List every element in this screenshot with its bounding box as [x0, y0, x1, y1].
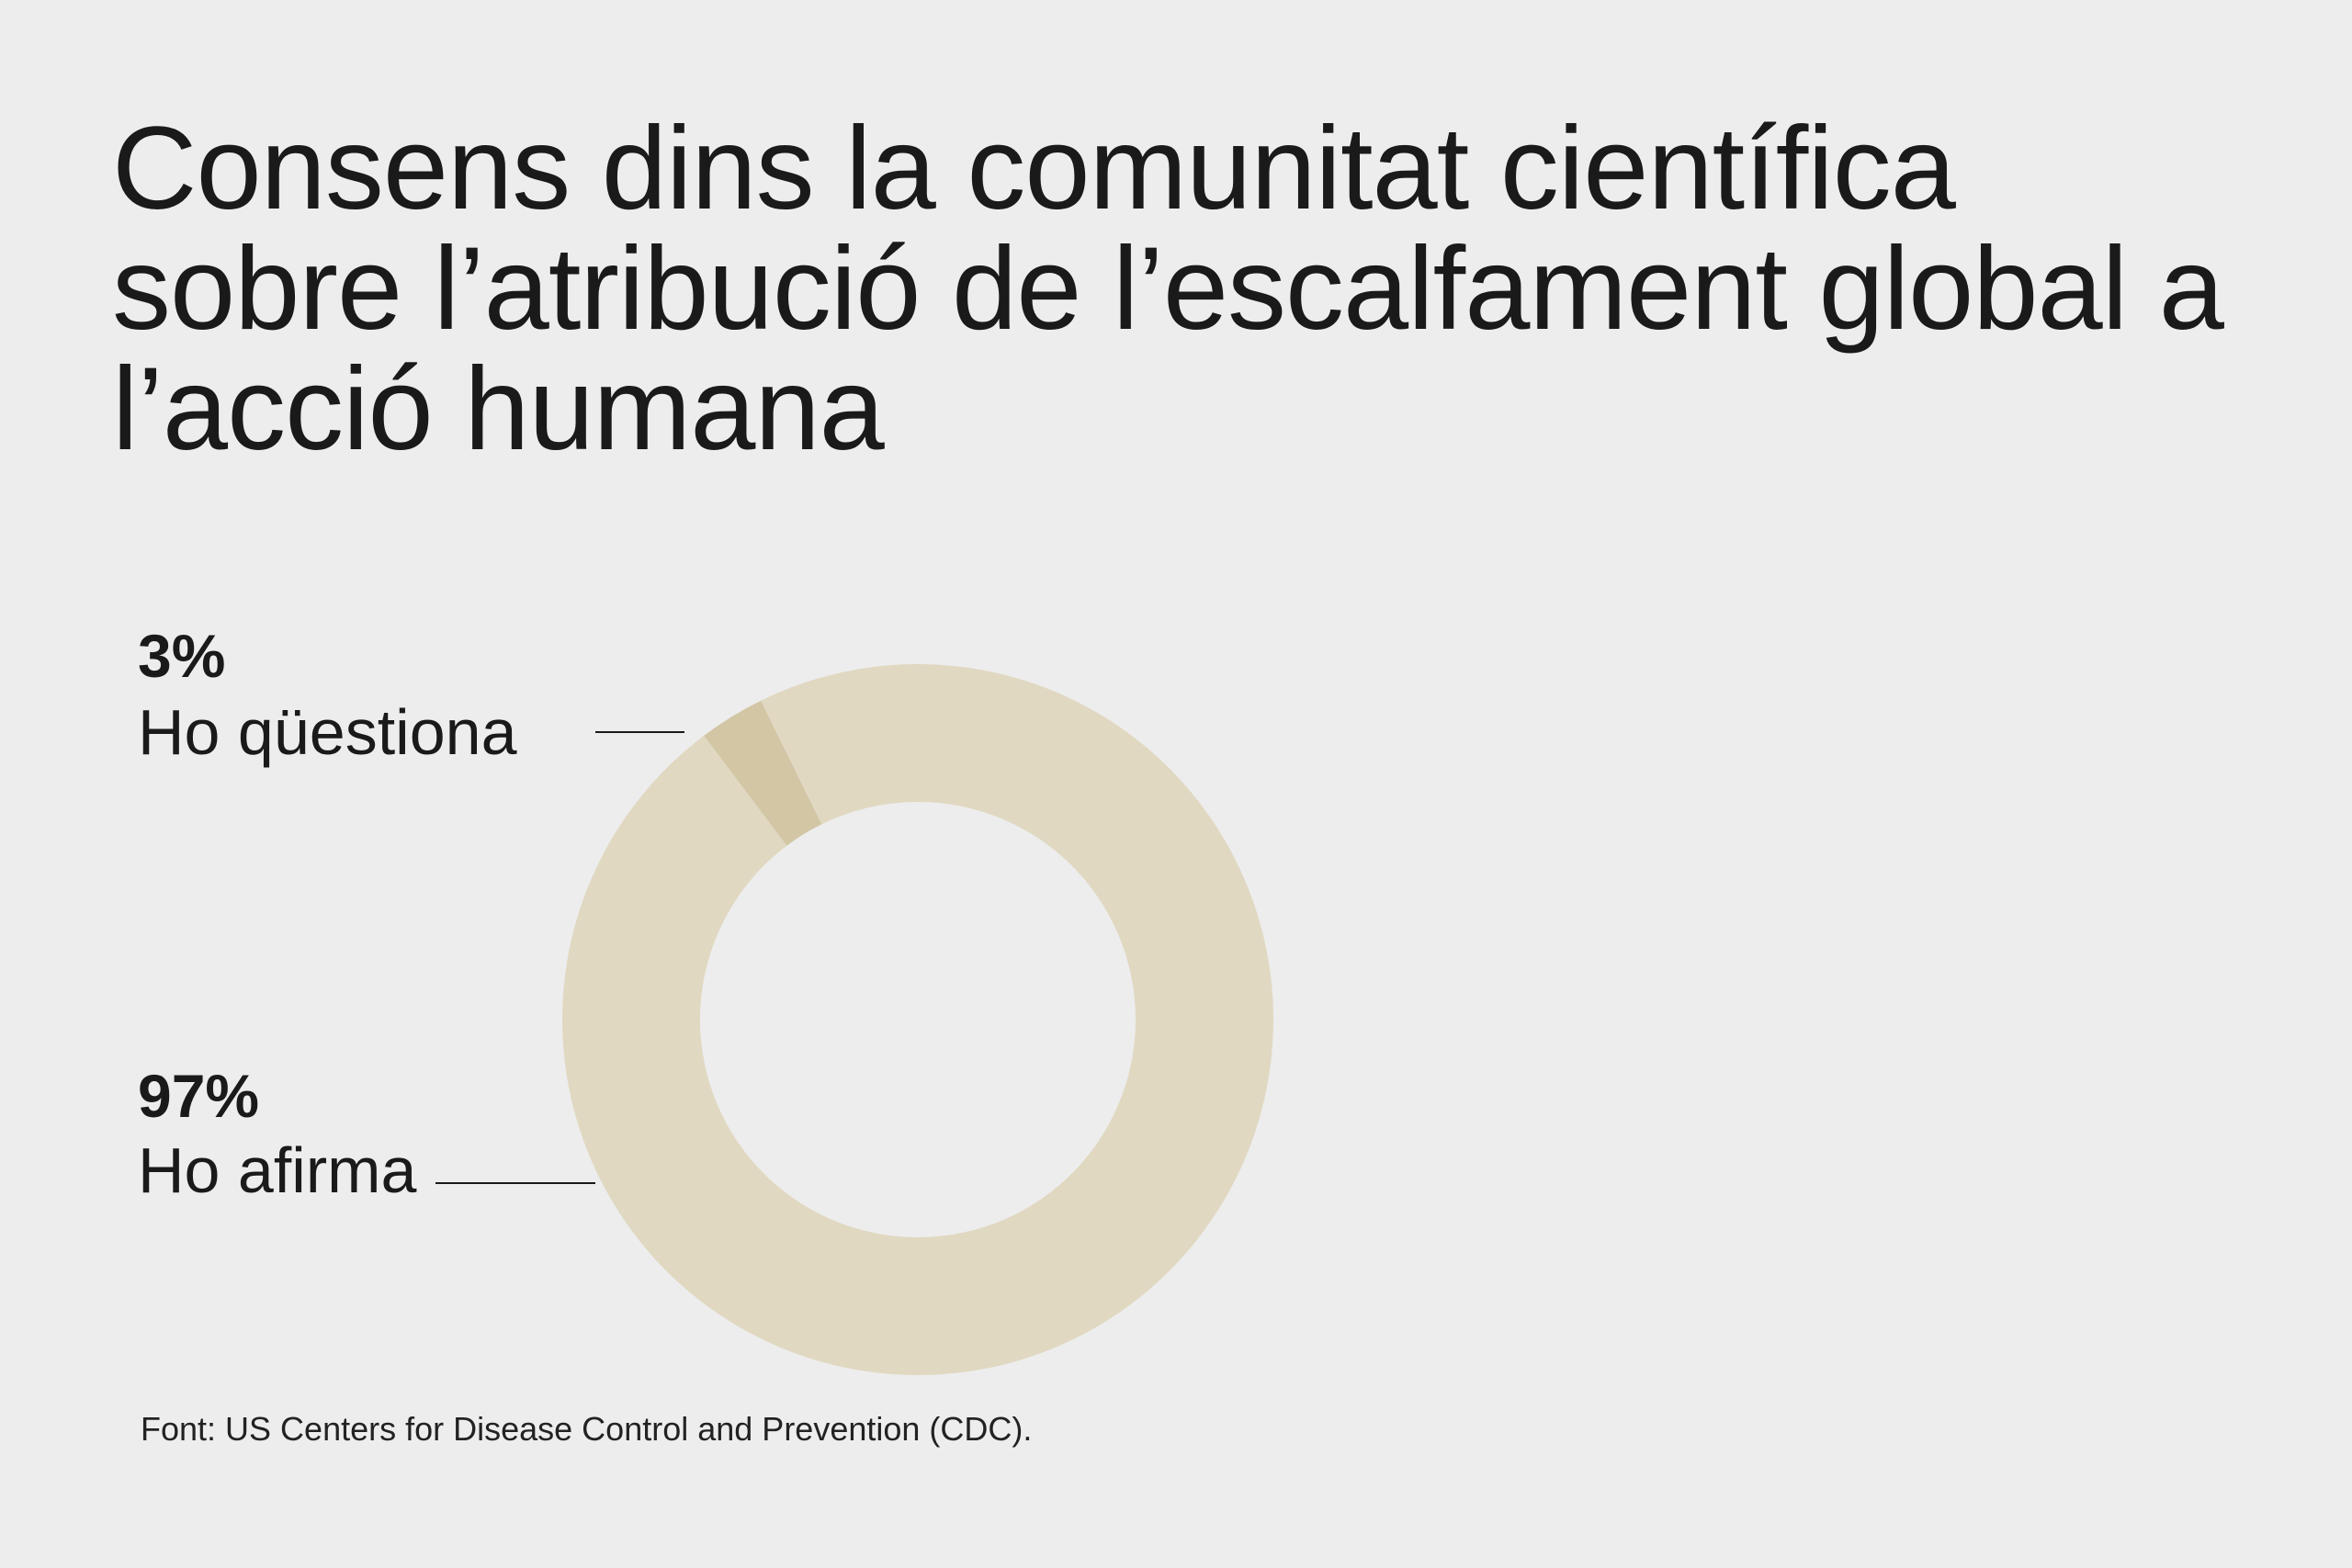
- chart-title: Consens dins la comunitat científica sob…: [112, 103, 2224, 475]
- value-label: 3%: [138, 622, 225, 690]
- donut-slice: [561, 663, 1273, 1375]
- category-label: Ho afirma: [138, 1134, 416, 1206]
- source: Font: US Centers for Disease Control and…: [141, 1410, 1032, 1448]
- category-label: Ho qüestiona: [138, 696, 517, 768]
- donut-slice: [704, 700, 822, 846]
- value-label: 97%: [138, 1062, 259, 1130]
